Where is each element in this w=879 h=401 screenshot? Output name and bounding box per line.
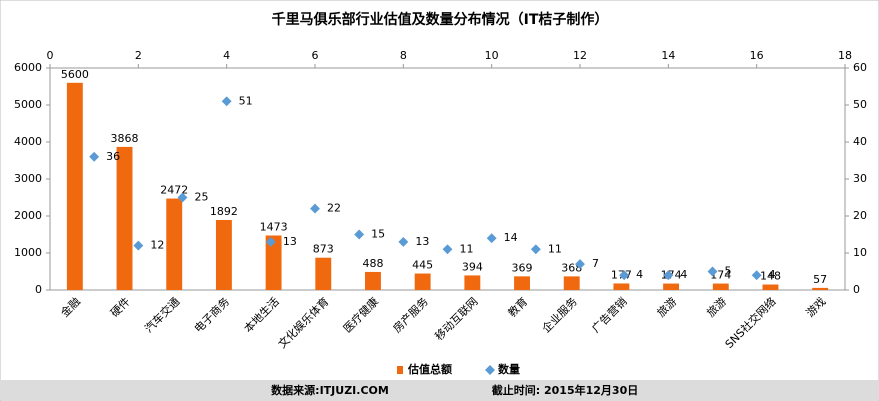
chart-title: 千里马俱乐部行业估值及数量分布情况（IT桔子制作） bbox=[272, 11, 609, 28]
point-label: 4 bbox=[680, 268, 687, 281]
x2-tick-label: 8 bbox=[400, 49, 407, 62]
point bbox=[486, 233, 497, 244]
bar-label: 1892 bbox=[210, 205, 238, 218]
y2-tick-label: 60 bbox=[853, 61, 867, 74]
bar-label: 2472 bbox=[160, 184, 188, 197]
legend-swatch bbox=[485, 365, 495, 375]
point-label: 7 bbox=[592, 257, 599, 270]
y2-tick-label: 50 bbox=[853, 98, 867, 111]
x2-tick-label: 4 bbox=[223, 49, 230, 62]
point bbox=[619, 270, 630, 281]
point bbox=[707, 266, 718, 277]
point-label: 11 bbox=[548, 242, 562, 255]
point bbox=[310, 203, 320, 214]
bar-label: 394 bbox=[462, 260, 483, 273]
y-tick-label: 4000 bbox=[14, 135, 42, 148]
bar bbox=[563, 276, 580, 290]
x2-tick-label: 2 bbox=[135, 49, 142, 62]
point bbox=[177, 192, 188, 203]
bar bbox=[116, 146, 133, 290]
bar bbox=[365, 271, 381, 290]
bar bbox=[66, 82, 83, 290]
point bbox=[89, 151, 100, 162]
point-label: 13 bbox=[283, 235, 297, 248]
bar bbox=[613, 283, 630, 290]
x2-tick-label: 12 bbox=[573, 49, 587, 62]
point-label: 15 bbox=[371, 228, 385, 241]
legend-swatch bbox=[397, 366, 403, 374]
point bbox=[530, 244, 541, 255]
y2-tick-label: 10 bbox=[853, 246, 867, 259]
footer-date: 截止时间: 2015年12月30日 bbox=[492, 383, 638, 397]
x2-tick-label: 16 bbox=[750, 49, 764, 62]
bar-label: 5600 bbox=[61, 68, 89, 81]
bar-label: 57 bbox=[813, 273, 827, 286]
point bbox=[442, 244, 453, 255]
y-tick-label: 6000 bbox=[14, 61, 42, 74]
bar bbox=[464, 275, 481, 290]
point bbox=[354, 229, 365, 240]
y-tick-label: 3000 bbox=[14, 172, 42, 185]
point bbox=[575, 259, 585, 270]
point-label: 5 bbox=[725, 265, 732, 278]
bar bbox=[712, 283, 729, 290]
legend-label: 估值总额 bbox=[407, 362, 452, 376]
y2-tick-label: 30 bbox=[853, 172, 867, 185]
y-tick-label: 0 bbox=[35, 283, 42, 296]
point-label: 25 bbox=[195, 191, 209, 204]
x2-tick-label: 10 bbox=[485, 49, 499, 62]
point-label: 13 bbox=[415, 235, 429, 248]
point bbox=[663, 270, 674, 281]
point bbox=[133, 240, 144, 251]
point-label: 12 bbox=[150, 239, 164, 252]
point-label: 36 bbox=[106, 150, 120, 163]
x2-tick-label: 18 bbox=[838, 49, 852, 62]
point-label: 4 bbox=[636, 268, 643, 281]
bar bbox=[215, 219, 232, 290]
point-label: 4 bbox=[769, 268, 776, 281]
bar bbox=[315, 257, 332, 290]
point-label: 51 bbox=[239, 94, 253, 107]
bar bbox=[514, 276, 530, 290]
bar-label: 873 bbox=[313, 243, 334, 256]
y2-tick-label: 40 bbox=[853, 135, 867, 148]
x2-tick-label: 14 bbox=[661, 49, 675, 62]
point bbox=[265, 236, 276, 247]
bar bbox=[414, 273, 431, 290]
point-label: 22 bbox=[327, 202, 341, 215]
point bbox=[398, 236, 409, 247]
bar bbox=[762, 284, 779, 290]
x2-tick-label: 6 bbox=[312, 49, 319, 62]
bar bbox=[812, 287, 829, 290]
point-label: 11 bbox=[460, 242, 474, 255]
legend-label: 数量 bbox=[498, 362, 520, 376]
bar-label: 1473 bbox=[260, 220, 288, 233]
bar bbox=[663, 283, 680, 290]
y2-tick-label: 20 bbox=[853, 209, 867, 222]
point bbox=[751, 270, 762, 281]
y-tick-label: 5000 bbox=[14, 98, 42, 111]
footer-source: 数据来源:ITJUZI.COM bbox=[271, 383, 389, 397]
point bbox=[221, 96, 232, 107]
y2-tick-label: 0 bbox=[853, 283, 860, 296]
y-tick-label: 1000 bbox=[14, 246, 42, 259]
bar-label: 3868 bbox=[111, 132, 139, 145]
bar-label: 445 bbox=[412, 259, 433, 272]
y-tick-label: 2000 bbox=[14, 209, 42, 222]
x2-tick-label: 0 bbox=[47, 49, 54, 62]
footer-band bbox=[1, 380, 878, 400]
bar bbox=[265, 235, 282, 290]
bar-label: 148 bbox=[760, 270, 781, 283]
point-label: 14 bbox=[504, 231, 518, 244]
bar-label: 369 bbox=[512, 261, 533, 274]
bar bbox=[166, 198, 183, 290]
bar-label: 488 bbox=[362, 257, 383, 270]
